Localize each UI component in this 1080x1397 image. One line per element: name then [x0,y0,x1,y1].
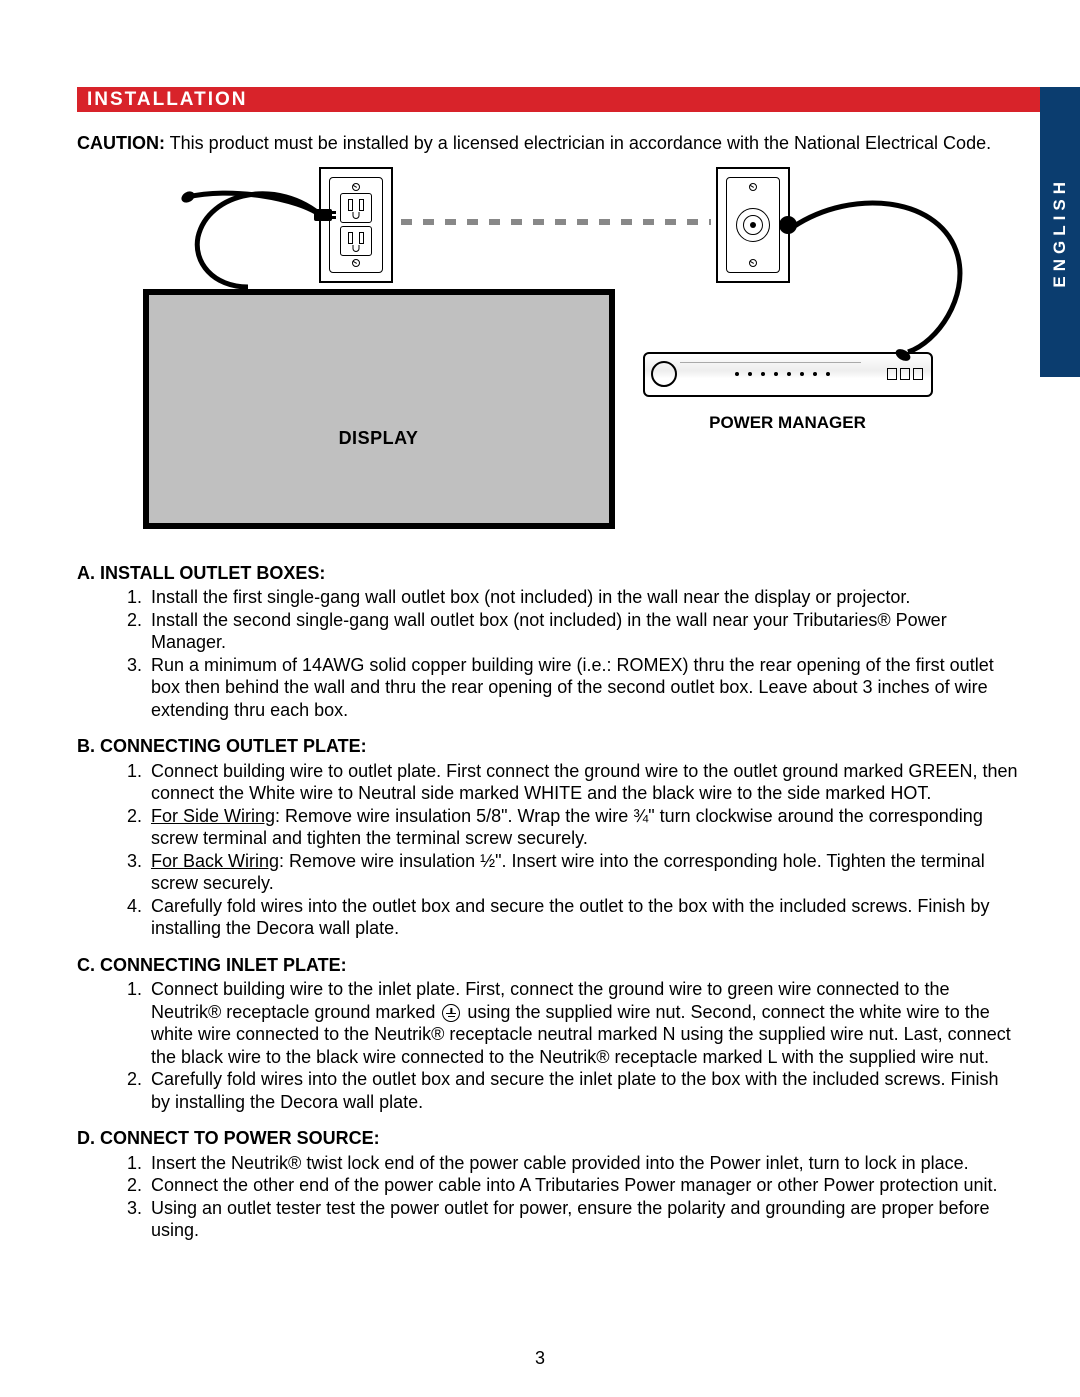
caution-label: CAUTION: [77,133,165,153]
in-wall-wire-icon [401,219,711,225]
list-item: Carefully fold wires into the outlet box… [147,895,1018,940]
section-header-title: INSTALLATION [87,88,248,112]
screw-icon [352,183,360,191]
page-content: CAUTION: This product must be installed … [77,132,1018,1256]
list-item: Connect building wire to the inlet plate… [147,978,1018,1068]
section-a-head: A. INSTALL OUTLET BOXES: [77,562,1018,585]
section-c: C. CONNECTING INLET PLATE: Connect build… [77,954,1018,1114]
section-d-head: D. CONNECT TO POWER SOURCE: [77,1127,1018,1150]
section-header-bar: INSTALLATION [77,87,1080,112]
list-item: Install the first single-gang wall outle… [147,586,1018,609]
power-manager-label: POWER MANAGER [643,412,933,433]
list-item: Connect building wire to outlet plate. F… [147,760,1018,805]
list-item: Run a minimum of 14AWG solid copper buil… [147,654,1018,722]
power-cord-right-icon [773,197,973,367]
language-tab: ENGLISH [1040,87,1080,377]
page-number: 3 [0,1347,1080,1370]
display-device-icon [143,289,615,529]
underline-label: For Side Wiring [151,806,275,826]
ground-symbol-icon [442,1004,460,1022]
installation-diagram: DISPLAY POWER MANAGER [143,167,953,532]
list-item: Using an outlet tester test the power ou… [147,1197,1018,1242]
screw-icon [352,259,360,267]
underline-label: For Back Wiring [151,851,279,871]
list-item: Insert the Neutrik® twist lock end of th… [147,1152,1018,1175]
list-item: Install the second single-gang wall outl… [147,609,1018,654]
caution-text: This product must be installed by a lice… [165,133,991,153]
screw-icon [749,259,757,267]
caution-paragraph: CAUTION: This product must be installed … [77,132,1018,155]
list-item-text: : Remove wire insulation 5/8". Wrap the … [151,806,983,849]
list-item: For Back Wiring: Remove wire insulation … [147,850,1018,895]
list-item: For Side Wiring: Remove wire insulation … [147,805,1018,850]
section-b-head: B. CONNECTING OUTLET PLATE: [77,735,1018,758]
section-d: D. CONNECT TO POWER SOURCE: Insert the N… [77,1127,1018,1242]
section-a: A. INSTALL OUTLET BOXES: Install the fir… [77,562,1018,722]
power-cord-left-icon [168,187,348,297]
list-item: Connect the other end of the power cable… [147,1174,1018,1197]
neutrik-connector-icon [736,208,770,242]
section-c-head: C. CONNECTING INLET PLATE: [77,954,1018,977]
language-tab-label: ENGLISH [1049,177,1070,288]
list-item: Carefully fold wires into the outlet box… [147,1068,1018,1113]
section-b: B. CONNECTING OUTLET PLATE: Connect buil… [77,735,1018,940]
screw-icon [749,183,757,191]
display-label: DISPLAY [143,427,615,450]
